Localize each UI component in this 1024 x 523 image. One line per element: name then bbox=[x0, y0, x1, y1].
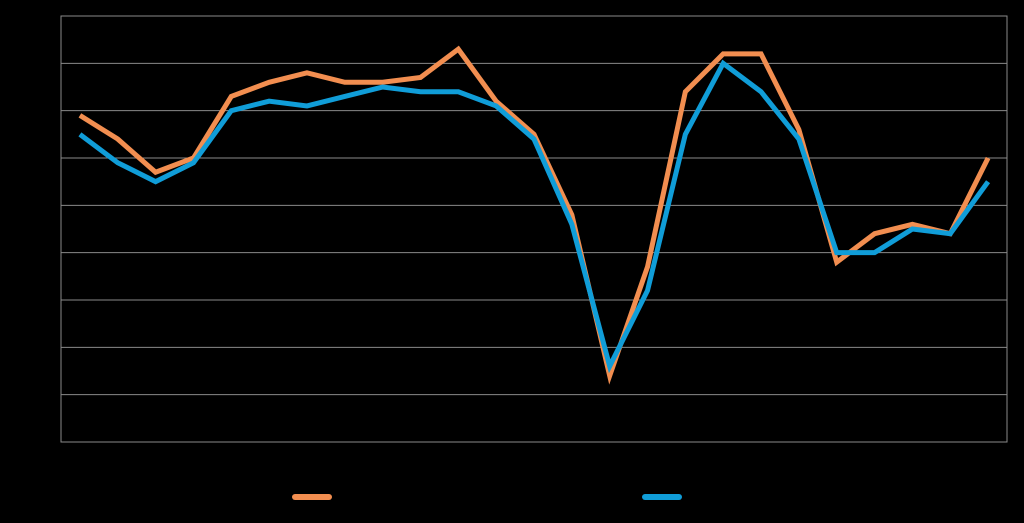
plot-border bbox=[60, 15, 1008, 443]
series-line bbox=[78, 45, 991, 385]
series-line bbox=[78, 59, 991, 374]
